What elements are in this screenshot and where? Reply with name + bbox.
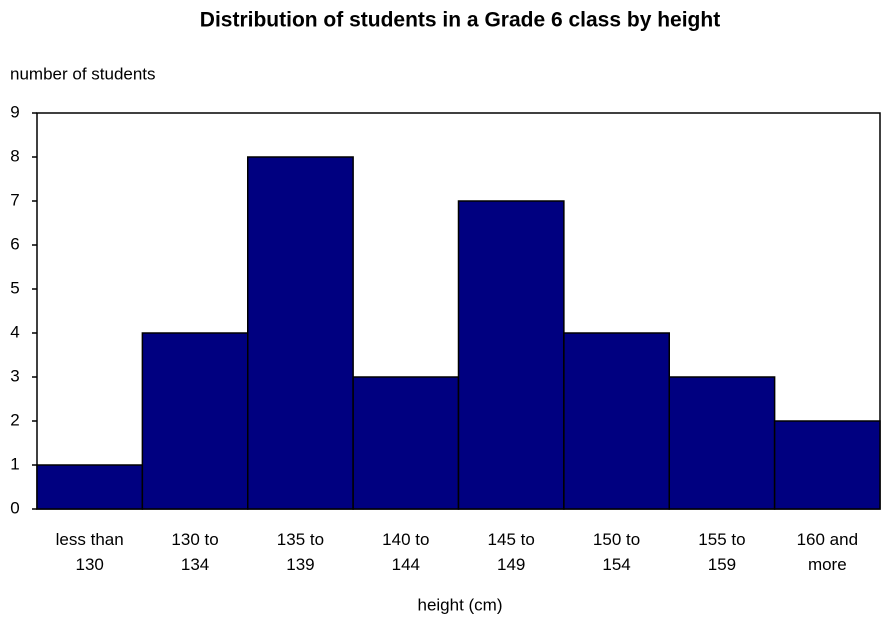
x-tick-label: less than 130 — [55, 530, 124, 574]
x-tick-label: 160 and more — [796, 530, 859, 574]
bar — [352, 376, 460, 510]
y-axis-label: number of students — [10, 64, 156, 83]
x-tick-label: 140 to 144 — [382, 530, 430, 574]
bar — [563, 332, 670, 510]
bar — [247, 156, 354, 510]
bar — [36, 464, 144, 510]
y-tick-label: 2 — [10, 410, 19, 429]
bar — [457, 200, 565, 510]
bar — [141, 332, 249, 510]
y-tick-label: 9 — [10, 102, 19, 121]
bar — [668, 376, 776, 510]
x-tick-label: 145 to 149 — [487, 530, 535, 574]
bar — [773, 420, 881, 510]
y-tick-label: 4 — [10, 322, 19, 341]
y-tick-label: 7 — [10, 190, 19, 209]
y-tick-label: 8 — [10, 146, 19, 165]
x-tick-label: 130 to 134 — [171, 530, 219, 574]
y-tick-label: 3 — [10, 366, 19, 385]
y-tick-label: 5 — [10, 278, 19, 297]
x-tick-label: 155 to 159 — [698, 530, 746, 574]
chart-title: Distribution of students in a Grade 6 cl… — [200, 9, 720, 32]
y-tick-label: 6 — [10, 234, 19, 253]
x-tick-label: 150 to 154 — [592, 530, 641, 574]
x-axis-label: height (cm) — [417, 595, 502, 614]
x-tick-label: 135 to 139 — [276, 530, 325, 574]
y-tick-label: 0 — [10, 498, 19, 517]
y-tick-label: 1 — [10, 454, 19, 473]
